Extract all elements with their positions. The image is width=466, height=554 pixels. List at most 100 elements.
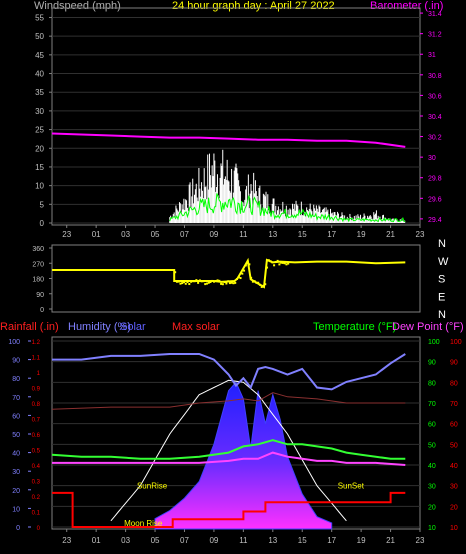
baro-tick-label: 29.4 <box>428 217 442 224</box>
compass-label: N <box>438 309 446 321</box>
bottom-x-tick-label: 19 <box>357 536 366 545</box>
max-solar-line <box>110 379 347 522</box>
wind-tick-label: 45 <box>35 51 44 60</box>
wind-tick-label: 40 <box>35 70 44 79</box>
barometer-label: Barometer (.in) <box>370 0 444 12</box>
wind-tick-label: 15 <box>35 163 44 172</box>
wind-direction-point <box>269 260 272 263</box>
wind-tick-label: 0 <box>40 219 45 228</box>
wind-direction-point <box>179 282 182 285</box>
moonrise-label: Moon Rise <box>124 519 163 528</box>
direction-tick-label: 360 <box>32 246 44 253</box>
rain-tick-label: 0.6 <box>32 433 41 439</box>
wind-direction-point <box>200 280 203 283</box>
top-x-tick-label: 23 <box>416 230 425 239</box>
temp-tick-label: 70 <box>428 401 436 408</box>
wind-direction-point <box>271 261 274 264</box>
bottom-x-tick-label: 13 <box>268 536 277 545</box>
baro-tick-label: 29.8 <box>428 176 442 183</box>
wind-direction-point <box>230 281 233 284</box>
top-x-tick-label: 17 <box>327 230 336 239</box>
chart-title: 24 hour graph day : April 27 2022 <box>172 0 335 12</box>
wind-direction-point <box>207 281 210 284</box>
compass-label: W <box>438 256 449 268</box>
rain-tick-label: 0.9 <box>32 387 41 393</box>
wind-tick-label: 30 <box>35 107 44 116</box>
temp-tick-label: 90 <box>428 360 436 367</box>
wind-direction-point <box>278 263 281 266</box>
wind-direction-point <box>190 280 193 283</box>
top-x-tick-label: 15 <box>298 230 307 239</box>
dewpoint-tick-label: 70 <box>450 401 458 408</box>
bottom-x-tick-label: 23 <box>416 536 425 545</box>
bottom-x-tick-label: 01 <box>92 536 101 545</box>
temp-tick-label: 30 <box>428 484 436 491</box>
rain-tick-label: 1 <box>37 371 41 377</box>
rain-tick-label: 0.7 <box>32 418 41 424</box>
wind-direction-point <box>183 281 186 284</box>
humidity-tick-label: 20 <box>12 488 20 495</box>
humidity-tick-label: 90 <box>12 358 20 365</box>
dewpoint-tick-label: 10 <box>450 525 458 532</box>
compass-label: E <box>438 291 445 303</box>
max-solar-label: Max solar <box>172 321 220 333</box>
wind-direction-point <box>214 279 217 282</box>
humidity-tick-label: 70 <box>12 395 20 402</box>
baro-tick-label: 31 <box>428 52 436 59</box>
sunset-label: SunSet <box>338 482 365 491</box>
rain-tick-label: 0.5 <box>32 449 41 455</box>
bottom-x-tick-label: 15 <box>298 536 307 545</box>
wind-direction-point <box>188 283 191 286</box>
wind-direction-point <box>255 281 258 284</box>
top-x-tick-label: 13 <box>268 230 277 239</box>
top-x-tick-label: 21 <box>386 230 395 239</box>
direction-tick-label: 90 <box>36 292 44 299</box>
direction-tick-label: 0 <box>40 307 44 314</box>
wind-tick-label: 35 <box>35 88 44 97</box>
humidity-line <box>52 353 406 391</box>
wind-direction-point <box>181 282 184 285</box>
wind-direction-point <box>225 282 228 285</box>
wind-direction-point <box>250 276 253 279</box>
dewpoint-tick-label: 30 <box>450 484 458 491</box>
humidity-tick-label: 50 <box>12 432 20 439</box>
dewpoint-tick-label: 50 <box>450 442 458 449</box>
top-x-tick-label: 23 <box>62 230 71 239</box>
wind-direction-point <box>209 281 212 284</box>
bottom-x-tick-label: 07 <box>180 536 189 545</box>
wind-direction-point <box>195 279 198 282</box>
bottom-x-tick-label: 09 <box>209 536 218 545</box>
wind-tick-label: 25 <box>35 126 44 135</box>
wind-direction-point <box>174 271 177 274</box>
bottom-x-tick-label: 05 <box>151 536 160 545</box>
wind-direction-point <box>175 280 178 283</box>
top-x-tick-label: 05 <box>151 230 160 239</box>
wind-tick-label: 5 <box>40 200 45 209</box>
temp-tick-label: 50 <box>428 442 436 449</box>
dewpoint-tick-label: 20 <box>450 504 458 511</box>
wind-tick-label: 20 <box>35 144 44 153</box>
dewpoint-line <box>52 451 406 466</box>
dewpoint-tick-label: 100 <box>450 339 462 346</box>
wind-direction-point <box>186 281 189 284</box>
temp-tick-label: 60 <box>428 422 436 429</box>
wind-direction-point <box>280 261 283 264</box>
top-x-tick-label: 11 <box>239 230 248 239</box>
top-x-tick-label: 19 <box>357 230 366 239</box>
wind-direction-point <box>202 280 205 283</box>
wind-direction-point <box>227 280 230 283</box>
rain-tick-label: 0.2 <box>32 495 41 501</box>
barometer-line <box>51 132 406 148</box>
wind-direction-point <box>251 280 254 283</box>
temperature-label: Temperature (°F) <box>313 321 397 333</box>
top-x-tick-label: 07 <box>180 230 189 239</box>
wind-direction-point <box>244 264 247 267</box>
wind-direction-point <box>237 276 240 279</box>
rain-tick-label: 1.1 <box>32 356 41 362</box>
wind-direction-point <box>243 269 246 272</box>
bottom-x-tick-label: 11 <box>239 536 248 545</box>
wind-direction-point <box>239 277 242 280</box>
sunrise-label: SunRise <box>137 482 168 491</box>
bottom-x-tick-label: 21 <box>386 536 395 545</box>
wind-direction-point <box>267 259 270 262</box>
